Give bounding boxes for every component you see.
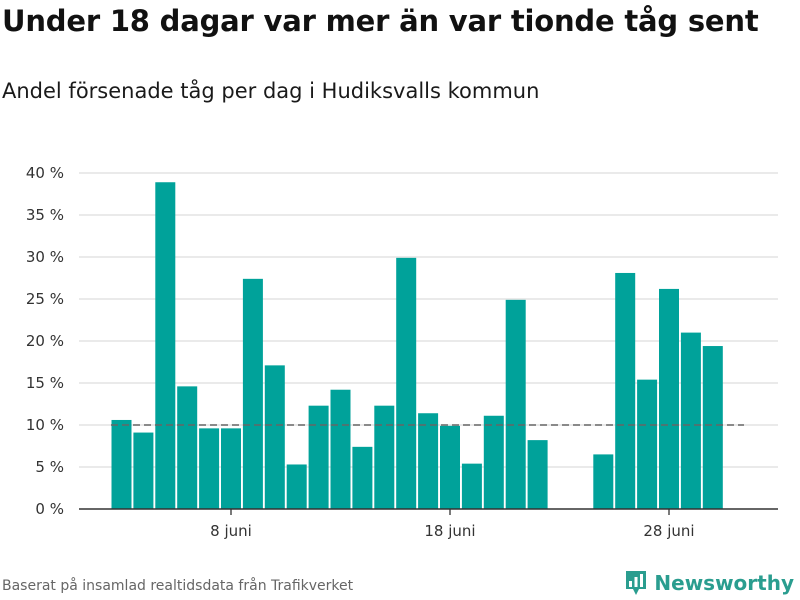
bar xyxy=(199,428,220,509)
x-tick-label: 28 juni xyxy=(643,522,694,540)
brand-name: Newsworthy xyxy=(654,571,794,595)
y-tick-label: 25 % xyxy=(26,290,64,308)
y-tick-label: 40 % xyxy=(26,164,64,182)
bar xyxy=(177,386,198,509)
y-tick-label: 0 % xyxy=(35,500,64,518)
bar xyxy=(374,405,395,509)
bar xyxy=(286,464,307,509)
bar xyxy=(527,440,548,509)
y-tick-label: 35 % xyxy=(26,206,64,224)
bar xyxy=(221,428,241,509)
bar xyxy=(133,432,154,509)
bar xyxy=(352,446,373,509)
bar xyxy=(680,332,701,509)
bar xyxy=(264,365,285,509)
y-tick-label: 5 % xyxy=(35,458,64,476)
chart-subtitle: Andel försenade tåg per dag i Hudiksvall… xyxy=(2,79,540,103)
y-tick-label: 30 % xyxy=(26,248,64,266)
y-tick-label: 20 % xyxy=(26,332,64,350)
bar xyxy=(593,454,614,509)
bar xyxy=(242,278,263,509)
bar xyxy=(637,379,658,509)
bar xyxy=(111,419,132,509)
y-tick-label: 15 % xyxy=(26,374,64,392)
bar xyxy=(396,257,417,509)
source-note: Baserat på insamlad realtidsdata från Tr… xyxy=(2,578,354,594)
x-tick-label: 18 juni xyxy=(424,522,475,540)
y-tick-label: 10 % xyxy=(26,416,64,434)
bar xyxy=(440,425,460,509)
bar xyxy=(308,405,329,509)
bar-chart-pin-icon xyxy=(626,571,647,595)
brand: Newsworthy xyxy=(624,569,794,597)
bar xyxy=(418,413,439,509)
bar xyxy=(483,415,504,509)
bar xyxy=(505,299,526,509)
bar xyxy=(461,463,482,509)
bar xyxy=(330,389,351,509)
bar xyxy=(155,182,176,510)
chart-title: Under 18 dagar var mer än var tionde tåg… xyxy=(2,4,759,38)
x-tick-label: 8 juni xyxy=(210,522,252,540)
bar xyxy=(615,272,636,509)
bar xyxy=(702,346,723,509)
bar xyxy=(659,288,679,509)
